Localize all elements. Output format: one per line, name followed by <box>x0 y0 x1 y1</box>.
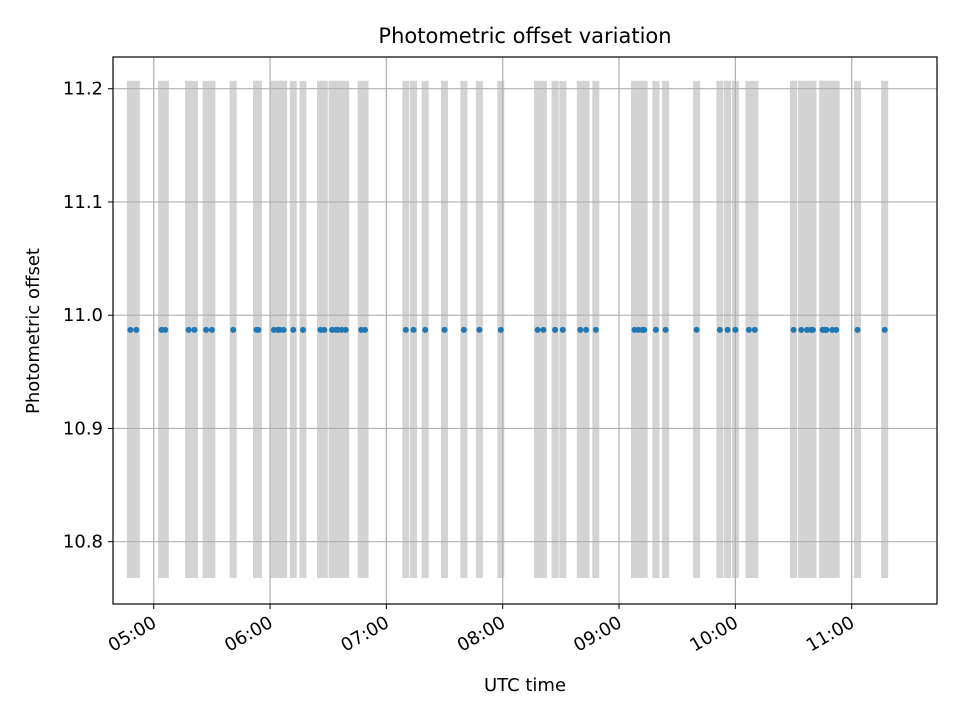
data-point <box>362 326 368 333</box>
data-point <box>127 326 134 333</box>
data-point <box>854 326 861 333</box>
data-point <box>280 326 287 333</box>
data-point <box>798 326 805 333</box>
data-point <box>641 326 648 333</box>
data-point <box>732 326 739 333</box>
data-point <box>583 326 590 333</box>
data-point <box>191 326 198 333</box>
data-point <box>321 326 328 333</box>
data-point <box>497 326 504 333</box>
data-point <box>410 326 417 333</box>
data-point <box>724 326 731 333</box>
data-point <box>809 326 816 333</box>
data-point <box>162 326 169 333</box>
data-point <box>203 326 210 333</box>
y-axis-label: Photometric offset <box>23 248 44 414</box>
data-point <box>185 326 192 333</box>
data-point <box>577 326 584 333</box>
data-point <box>881 326 888 333</box>
data-point <box>823 326 830 333</box>
data-point <box>534 326 541 333</box>
data-point <box>402 326 409 333</box>
data-point <box>133 326 140 333</box>
data-point <box>208 326 215 333</box>
y-axis-ticks: 10.8 10.9 11.0 11.1 11.2 <box>63 79 113 553</box>
y-tick-label: 11.0 <box>63 305 103 326</box>
plot-frame <box>112 56 938 605</box>
data-point <box>693 326 700 333</box>
data-point <box>652 326 659 333</box>
data-point <box>751 326 758 333</box>
data-point <box>422 326 429 333</box>
chart-title: Photometric offset variation <box>378 24 671 48</box>
data-point <box>441 326 448 333</box>
data-point <box>290 326 297 333</box>
data-point <box>745 326 752 333</box>
y-tick-label: 11.2 <box>63 79 103 100</box>
data-point <box>790 326 797 333</box>
data-point <box>230 326 237 333</box>
data-point <box>300 326 306 333</box>
data-point <box>476 326 483 333</box>
x-axis-label: UTC time <box>484 675 566 696</box>
data-point <box>559 326 566 333</box>
data-point <box>540 326 547 333</box>
data-point <box>592 326 599 333</box>
data-point <box>716 326 723 333</box>
y-tick-label: 10.8 <box>63 532 103 553</box>
y-tick-label: 11.1 <box>63 192 103 213</box>
data-point <box>342 326 349 333</box>
y-tick-label: 10.9 <box>63 418 103 439</box>
data-points <box>127 326 888 333</box>
data-point <box>460 326 467 333</box>
data-point <box>255 326 262 333</box>
data-point <box>552 326 559 333</box>
data-point <box>833 326 840 333</box>
grid <box>113 57 937 604</box>
data-point <box>662 326 669 333</box>
